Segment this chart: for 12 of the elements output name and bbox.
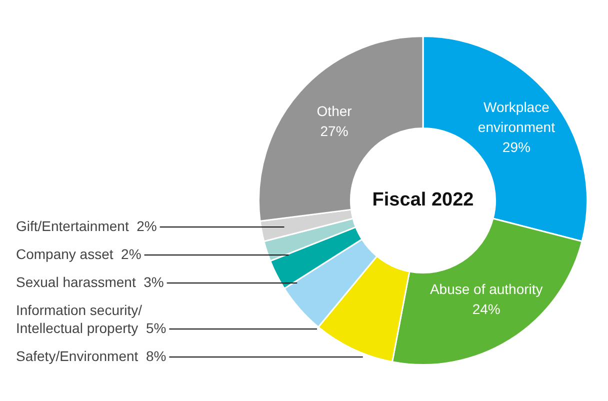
slice-label: Workplace environment (478, 98, 556, 135)
data-label: 24% (472, 301, 500, 318)
text: Fiscal 2022 (372, 190, 474, 211)
data-label: 29% (502, 138, 530, 155)
data-label: 27% (320, 123, 348, 140)
slice-label: Sexual harassment 3% (16, 274, 164, 290)
slice-label: Other (316, 103, 352, 120)
slice-label: Information security/ Intellectual property 5% (16, 302, 166, 336)
slice-label: Gift/Entertainment 2% (16, 218, 157, 234)
slice-label: Safety/Environment 8% (16, 348, 166, 364)
slice-label: Company asset 2% (16, 246, 142, 262)
slice-label: Abuse of authority (430, 281, 543, 298)
